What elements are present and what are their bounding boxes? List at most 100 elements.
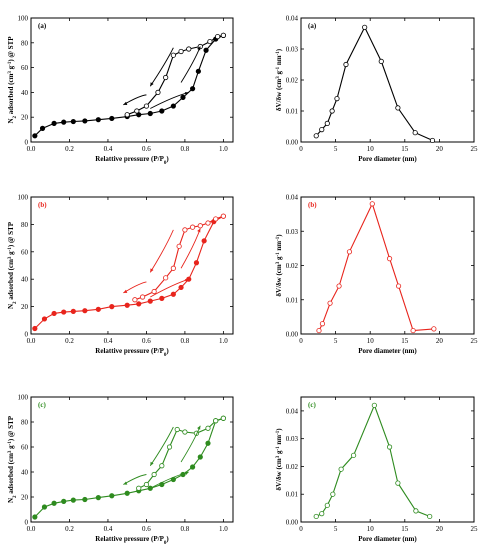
adsorption-point — [109, 115, 115, 122]
x-axis-label-sub: 0 — [164, 353, 167, 358]
y-axis-label-end: ) — [275, 428, 283, 431]
desorption-point — [215, 33, 221, 40]
y-axis-label-sup: 3 — [8, 71, 13, 74]
adsorption-point — [32, 133, 38, 139]
y-tick-label: 0 — [25, 331, 29, 339]
x-tick-label: 15 — [401, 337, 409, 345]
desorption-point — [134, 108, 140, 114]
x-tick-label: 1.0 — [219, 337, 228, 345]
y-tick-label: 100 — [18, 394, 29, 402]
y-tick-label: 0.00 — [286, 519, 299, 527]
y-tick-label: 0.01 — [286, 491, 299, 499]
hysteresis-arrow — [149, 229, 174, 273]
pore-size-point — [410, 327, 416, 334]
adsorption-point — [51, 120, 57, 127]
pore-size-point — [327, 300, 333, 306]
desorption-point — [166, 444, 173, 450]
desorption-point — [176, 243, 182, 249]
y-axis-label-sub: 2 — [13, 301, 18, 304]
y-tick-label: 0.02 — [286, 463, 299, 471]
x-tick-label: 1.0 — [219, 145, 228, 153]
x-tick-label: 0.8 — [181, 337, 190, 345]
x-tick-label: 10 — [367, 145, 375, 153]
desorption-line — [138, 417, 224, 489]
adsorption-point — [95, 306, 101, 312]
y-axis-label-end: ) @ STP — [7, 221, 15, 247]
arrow-head — [123, 101, 128, 105]
adsorption-point — [190, 464, 196, 470]
y-axis-label-sup2: -1 — [276, 66, 281, 71]
adsorption-point — [61, 309, 67, 315]
y-axis-label-mid: g — [275, 450, 283, 456]
x-tick-label: 0.2 — [65, 525, 74, 533]
adsorption-point — [61, 498, 67, 504]
x-axis-label-text: Relattive pressure (P/P — [95, 155, 164, 163]
arrow-head — [184, 279, 189, 283]
adsorption-point — [70, 497, 76, 503]
desorption-point — [155, 89, 161, 96]
x-tick-label: 0.4 — [104, 145, 113, 153]
x-tick-label: 0 — [299, 337, 303, 345]
x-tick-label: 0.0 — [27, 337, 36, 345]
pore-size-point — [316, 327, 322, 334]
y-tick-label: 40 — [21, 89, 29, 97]
y-tick-label: 0.02 — [286, 77, 299, 85]
adsorption-point — [193, 260, 200, 266]
y-axis-label-end: ) — [275, 234, 283, 237]
pore-size-point — [362, 24, 368, 30]
x-axis-label: Relattive pressure (P/P0) — [95, 155, 169, 166]
arrow-head — [197, 425, 201, 430]
arrow-head — [197, 46, 201, 51]
pore-size-point — [431, 326, 437, 332]
y-tick-label: 80 — [21, 39, 29, 47]
arrow-head — [150, 461, 154, 466]
y-tick-label: 0.02 — [286, 262, 299, 270]
y-axis-label-mid2: g — [7, 65, 15, 71]
x-tick-label: 10 — [367, 337, 375, 345]
y-tick-label: 20 — [21, 494, 29, 502]
y-tick-label: 60 — [21, 248, 29, 256]
x-tick-label: 5 — [334, 145, 338, 153]
y-axis-label: δV/δw (cm3 g-1 nm-1) — [275, 428, 283, 491]
adsorption-point — [205, 440, 211, 446]
pore-size-line — [315, 403, 430, 517]
x-tick-label: 0.2 — [65, 337, 74, 345]
desorption-point — [220, 213, 226, 219]
pore-size-point — [413, 508, 419, 514]
y-tick-label: 20 — [21, 114, 29, 122]
arrow-head — [184, 471, 189, 476]
desorption-point — [163, 74, 169, 81]
desorption-point — [220, 32, 226, 38]
desorption-point — [136, 485, 142, 491]
chart-panel-4: 0 5 10 15 20 25 0.00 0.01 0.02 0.03 0.04 Pore diame… — [275, 194, 478, 356]
y-tick-label: 40 — [21, 276, 29, 284]
y-axis-label: N2 adsorbed (cm3 g-1) @ STP — [7, 36, 18, 124]
adsorption-point — [124, 490, 130, 496]
adsorption-point — [95, 117, 101, 123]
y-axis-label-mid2: g — [7, 445, 15, 451]
panel-label: (b) — [308, 201, 317, 209]
x-tick-label: 10 — [367, 525, 375, 533]
desorption-point — [213, 216, 219, 222]
adsorption-point — [32, 514, 38, 520]
pore-size-point — [371, 402, 377, 408]
plot-frame — [30, 396, 234, 523]
y-tick-label: 0.04 — [286, 15, 299, 23]
y-tick-label: 0.01 — [286, 108, 299, 116]
adsorption-point — [203, 47, 209, 53]
x-tick-label: 0 — [299, 145, 303, 153]
pore-size-point — [350, 452, 357, 458]
pore-size-point — [324, 120, 330, 127]
pore-size-line — [315, 26, 433, 141]
adsorption-point — [170, 291, 176, 297]
y-axis-label-sup3: -1 — [276, 430, 281, 435]
x-tick-label: 20 — [436, 145, 444, 153]
x-tick-label: 20 — [436, 337, 444, 345]
y-axis-label-text: δV/δw (cm — [275, 264, 283, 297]
hysteresis-arrow — [180, 46, 201, 83]
x-tick-label: 0.0 — [27, 525, 36, 533]
hysteresis-arrow — [149, 426, 174, 466]
y-axis-label-sup: 3 — [276, 261, 281, 264]
y-axis-label-sup2: -1 — [8, 441, 13, 446]
